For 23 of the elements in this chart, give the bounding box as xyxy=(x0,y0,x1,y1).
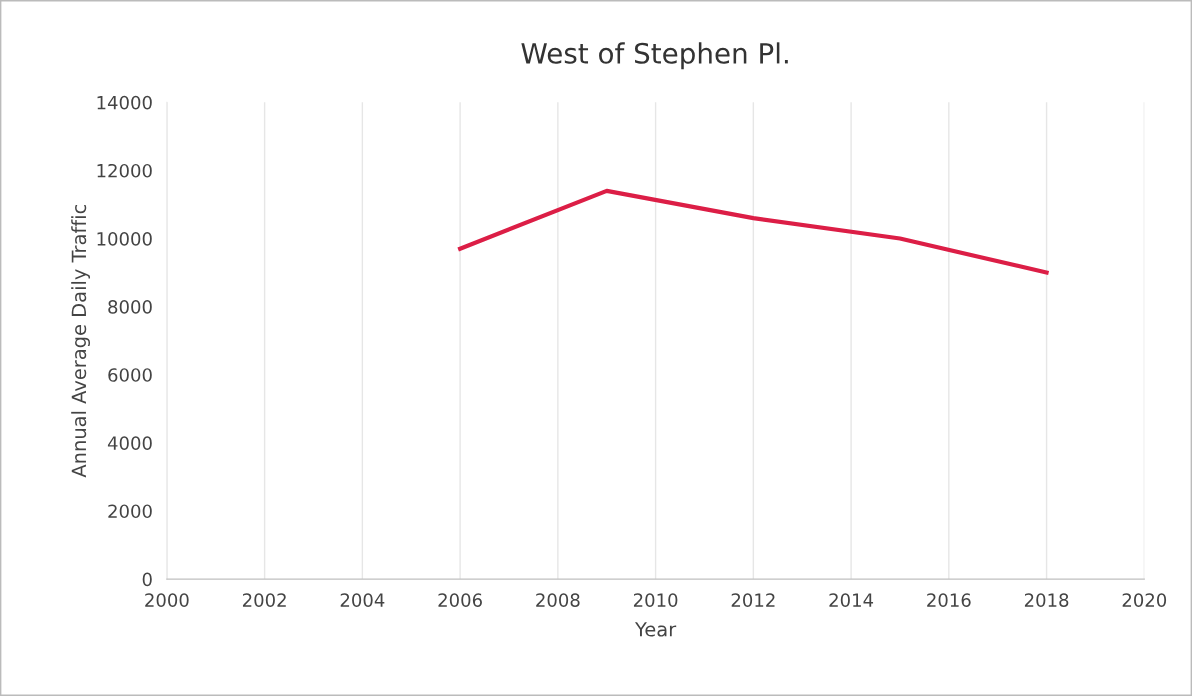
y-tick-label: 0 xyxy=(142,572,152,587)
line-series xyxy=(458,188,1049,275)
y-tick-label: 8000 xyxy=(108,300,152,314)
y-tick-label: 6000 xyxy=(108,368,152,382)
y-tick-label: 12000 xyxy=(97,163,152,178)
y-tick-label: 14000 xyxy=(97,95,152,110)
x-tick-label: 2006 xyxy=(438,593,482,607)
x-tick-label: 2016 xyxy=(927,593,971,607)
y-axis-title: Annual Average Daily Traffic xyxy=(71,204,90,478)
x-tick-label: 2010 xyxy=(633,593,678,607)
x-tick-label: 2000 xyxy=(145,593,189,607)
chart-title: West of Stephen Pl. xyxy=(521,42,788,70)
x-tick-label: 2012 xyxy=(731,593,775,607)
x-tick-label: 2008 xyxy=(536,593,580,607)
y-tick-label: 10000 xyxy=(97,231,152,246)
y-tick-label: 2000 xyxy=(108,504,152,519)
x-axis-title: Year xyxy=(634,622,677,637)
x-tick-label: 2018 xyxy=(1024,593,1069,607)
x-tick-label: 2004 xyxy=(340,593,385,607)
x-tick-label: 2002 xyxy=(242,593,286,607)
y-tick-label: 4000 xyxy=(107,436,152,450)
x-tick-label: 2014 xyxy=(829,593,874,607)
x-tick-label: 2020 xyxy=(1122,593,1167,607)
